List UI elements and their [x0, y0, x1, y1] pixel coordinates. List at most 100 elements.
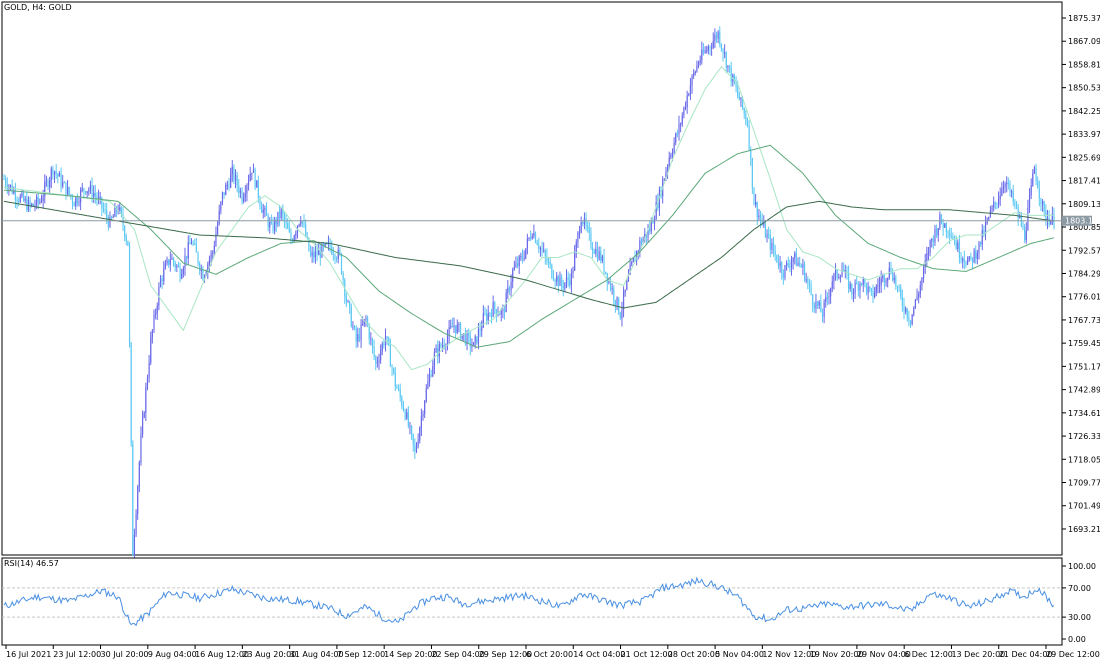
bear-candle	[394, 372, 396, 387]
bear-candle	[386, 336, 388, 338]
bear-candle	[970, 256, 972, 258]
price-axis-label: 1875.37	[1068, 14, 1100, 23]
bull-candle	[446, 336, 449, 346]
bull-candle	[823, 301, 825, 317]
price-panel[interactable]: 1875.37 1867.09 1858.81 1850.53 1842.25 1833.…	[1, 1, 1100, 564]
bull-candle	[1027, 208, 1029, 231]
bull-candle	[380, 351, 382, 361]
bull-candle	[1028, 194, 1031, 209]
bull-candle	[376, 362, 378, 364]
bull-candle	[140, 434, 142, 463]
time-axis-label: 29 Sep 12:00	[479, 650, 532, 659]
price-axis-label: 1709.77	[1068, 479, 1100, 488]
bull-candle	[921, 278, 923, 286]
bull-candle	[693, 73, 695, 76]
price-axis-label: 1718.05	[1068, 455, 1100, 464]
bull-candle	[766, 234, 768, 238]
bear-candle	[603, 256, 605, 272]
bear-candle	[168, 259, 170, 265]
bull-candle	[409, 425, 411, 427]
bull-candle	[699, 60, 701, 63]
bear-candle	[194, 243, 196, 245]
bear-candle	[759, 215, 762, 221]
bull-candle	[637, 251, 639, 253]
bull-candle	[477, 329, 480, 344]
bull-candle	[663, 178, 665, 181]
bull-candle	[243, 196, 245, 202]
bull-candle	[675, 133, 677, 143]
bear-candle	[197, 252, 199, 264]
bear-candle	[468, 333, 470, 336]
bull-candle	[578, 232, 581, 234]
price-axis-label: 1867.09	[1068, 37, 1100, 46]
bull-candle	[151, 330, 153, 338]
time-axis-label: 31 Aug 04:00	[290, 650, 344, 659]
bull-candle	[220, 201, 222, 211]
bear-candle	[1037, 180, 1039, 189]
bear-candle	[591, 247, 594, 252]
bear-candle	[241, 190, 243, 202]
bear-candle	[195, 243, 197, 253]
bear-candle	[619, 313, 621, 319]
bear-candle	[890, 267, 892, 273]
bear-candle	[953, 239, 956, 242]
bear-candle	[865, 283, 868, 293]
bear-candle	[1009, 182, 1011, 193]
price-axis-label: 1825.69	[1068, 153, 1100, 162]
bear-candle	[963, 258, 965, 263]
bull-candle	[815, 301, 817, 309]
bull-candle	[221, 192, 224, 202]
bull-candle	[631, 262, 633, 265]
bear-candle	[820, 301, 822, 313]
bull-candle	[277, 211, 279, 225]
bear-candle	[451, 326, 453, 328]
bear-candle	[486, 313, 488, 321]
bear-candle	[16, 199, 18, 202]
rsi-panel[interactable]: 100.00 70.00 30.00 0.00	[1, 557, 1096, 646]
time-axis-label: 5 Nov 04:00	[715, 650, 764, 659]
current-price-box	[1062, 215, 1092, 226]
bear-candle	[499, 314, 501, 316]
bear-candle	[396, 386, 398, 389]
bear-candle	[52, 168, 54, 175]
bear-candle	[836, 270, 838, 278]
bear-candle	[600, 251, 602, 261]
bull-candle	[539, 247, 542, 249]
bull-candle	[831, 281, 833, 289]
bear-candle	[443, 344, 445, 347]
bear-candle	[590, 232, 592, 248]
bear-candle	[303, 222, 305, 225]
bull-candle	[523, 257, 525, 260]
bull-candle	[190, 243, 193, 245]
bull-candle	[875, 286, 877, 293]
bear-candle	[339, 249, 341, 254]
bull-candle	[417, 440, 419, 447]
bear-candle	[812, 294, 814, 306]
bull-candle	[269, 222, 271, 228]
bear-candle	[383, 343, 385, 346]
bull-candle	[622, 292, 625, 310]
bull-candle	[706, 50, 708, 52]
time-axis-label: 28 Oct 20:00	[668, 650, 720, 659]
bear-candle	[489, 312, 491, 314]
bull-candle	[471, 346, 473, 348]
bull-candle	[595, 248, 597, 254]
bear-candle	[900, 287, 902, 297]
bear-candle	[259, 197, 261, 206]
bull-candle	[66, 187, 69, 196]
time-axis-label: 29 Dec 12:00	[1046, 650, 1100, 659]
bull-candle	[187, 242, 189, 259]
bear-candle	[725, 52, 727, 68]
bear-candle	[588, 228, 590, 233]
bull-candle	[957, 242, 959, 249]
bear-candle	[68, 187, 70, 195]
bull-candle	[492, 302, 494, 317]
bear-candle	[544, 250, 546, 257]
time-axis-label: 13 Dec 20:00	[951, 650, 1005, 659]
bull-candle	[208, 259, 211, 265]
bull-candle	[818, 301, 820, 306]
bull-candle	[665, 171, 667, 179]
bull-candle	[671, 152, 674, 156]
bear-candle	[676, 133, 678, 135]
